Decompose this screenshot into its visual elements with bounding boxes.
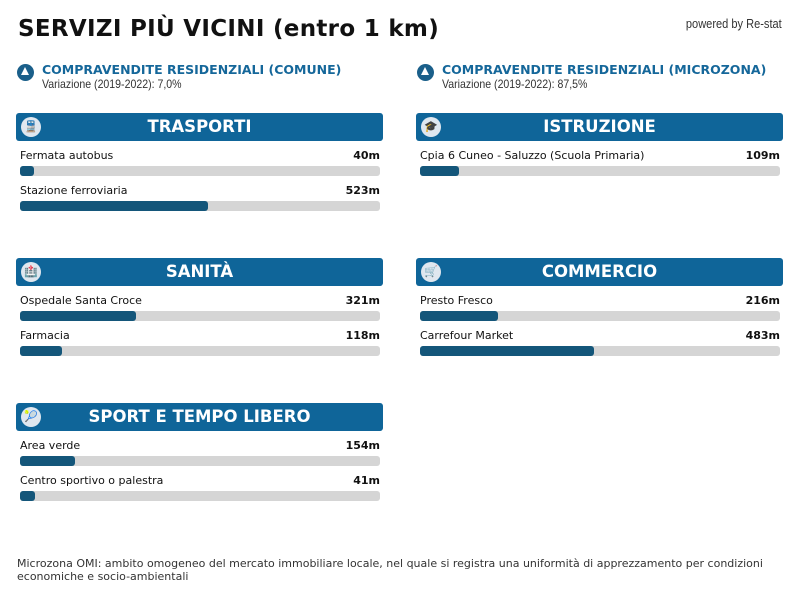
distance-bar (420, 346, 780, 356)
item-distance: 216m (745, 294, 780, 307)
card-header: 🛒 COMMERCIO (416, 258, 783, 286)
distance-bar (420, 311, 780, 321)
distance-bar (20, 166, 380, 176)
card-header: 🏥 SANITÀ (16, 258, 383, 286)
student-icon: 🎓 (421, 117, 441, 137)
distance-bar (20, 491, 380, 501)
distance-bar-fill (20, 456, 76, 466)
distance-bar-fill (420, 346, 594, 356)
stat-heading: COMPRAVENDITE RESIDENZIALI (MICROZONA) (442, 62, 767, 77)
distance-bar-fill (20, 201, 209, 211)
distance-bar-fill (20, 346, 63, 356)
card-header: 🚆 TRASPORTI (16, 113, 383, 141)
list-item: Stazione ferroviaria 523m (20, 184, 380, 211)
distance-bar (20, 311, 380, 321)
card-title: SPORT E TEMPO LIBERO (88, 407, 311, 426)
distance-bar (20, 201, 380, 211)
card-title: ISTRUZIONE (543, 117, 656, 136)
stat-value: Variazione (2019-2022): 87,5% (442, 77, 588, 91)
item-name: Fermata autobus (20, 149, 114, 162)
stat-heading: COMPRAVENDITE RESIDENZIALI (COMUNE) (42, 62, 342, 77)
distance-bar (20, 346, 380, 356)
list-item: Presto Fresco 216m (420, 294, 780, 321)
card-title: SANITÀ (165, 262, 234, 281)
item-distance: 483m (745, 329, 780, 342)
stat-comune: COMPRAVENDITE RESIDENZIALI (COMUNE) Vari… (17, 62, 341, 91)
item-name: Cpia 6 Cuneo - Saluzzo (Scuola Primaria) (420, 149, 645, 162)
tennis-icon: 🎾 (21, 407, 41, 427)
triangle-up-icon (17, 64, 34, 81)
train-icon: 🚆 (21, 117, 41, 137)
distance-bar-fill (20, 491, 35, 501)
stat-microzona: COMPRAVENDITE RESIDENZIALI (MICROZONA) V… (417, 62, 766, 91)
list-item: Cpia 6 Cuneo - Saluzzo (Scuola Primaria)… (420, 149, 780, 176)
footnote: Microzona OMI: ambito omogeneo del merca… (17, 557, 763, 583)
card-header: 🎾 SPORT E TEMPO LIBERO (16, 403, 383, 431)
item-name: Farmacia (20, 329, 70, 342)
item-name: Centro sportivo o palestra (20, 474, 164, 487)
item-distance: 523m (345, 184, 380, 197)
list-item: Farmacia 118m (20, 329, 380, 356)
distance-bar-fill (20, 166, 35, 176)
hospital-icon: 🏥 (21, 262, 41, 282)
item-name: Ospedale Santa Croce (20, 294, 142, 307)
item-name: Presto Fresco (420, 294, 493, 307)
card-title: COMMERCIO (541, 262, 658, 281)
card-sport-e-tempo-libero: 🎾 SPORT E TEMPO LIBERO Area verde 154m Centr… (16, 403, 383, 501)
card-header: 🎓 ISTRUZIONE (416, 113, 783, 141)
item-distance: 321m (345, 294, 380, 307)
powered-by: powered by Re-stat (686, 16, 782, 31)
item-name: Stazione ferroviaria (20, 184, 128, 197)
distance-bar-fill (420, 166, 460, 176)
card-title: TRASPORTI (147, 117, 252, 136)
card-trasporti: 🚆 TRASPORTI Fermata autobus 40m Stazione fer… (16, 113, 383, 211)
card-istruzione: 🎓 ISTRUZIONE Cpia 6 Cuneo - Saluzzo (Scuol… (416, 113, 783, 176)
list-item: Carrefour Market 483m (420, 329, 780, 356)
list-item: Ospedale Santa Croce 321m (20, 294, 380, 321)
list-item: Fermata autobus 40m (20, 149, 380, 176)
distance-bar-fill (420, 311, 498, 321)
distance-bar-fill (20, 311, 136, 321)
card-commercio: 🛒 COMMERCIO Presto Fresco 216m Carrefour Mar… (416, 258, 783, 356)
item-distance: 41m (353, 474, 380, 487)
list-item: Area verde 154m (20, 439, 380, 466)
shopping-cart-icon: 🛒 (421, 262, 441, 282)
triangle-up-icon (417, 64, 434, 81)
item-distance: 118m (345, 329, 380, 342)
distance-bar (420, 166, 780, 176)
item-distance: 40m (353, 149, 380, 162)
item-distance: 109m (745, 149, 780, 162)
card-sanit-: 🏥 SANITÀ Ospedale Santa Croce 321m Farmacia 1… (16, 258, 383, 356)
item-distance: 154m (345, 439, 380, 452)
page-title: SERVIZI PIÙ VICINI (entro 1 km) (18, 16, 440, 42)
item-name: Carrefour Market (420, 329, 514, 342)
distance-bar (20, 456, 380, 466)
item-name: Area verde (20, 439, 81, 452)
stat-value: Variazione (2019-2022): 7,0% (42, 77, 182, 91)
list-item: Centro sportivo o palestra 41m (20, 474, 380, 501)
